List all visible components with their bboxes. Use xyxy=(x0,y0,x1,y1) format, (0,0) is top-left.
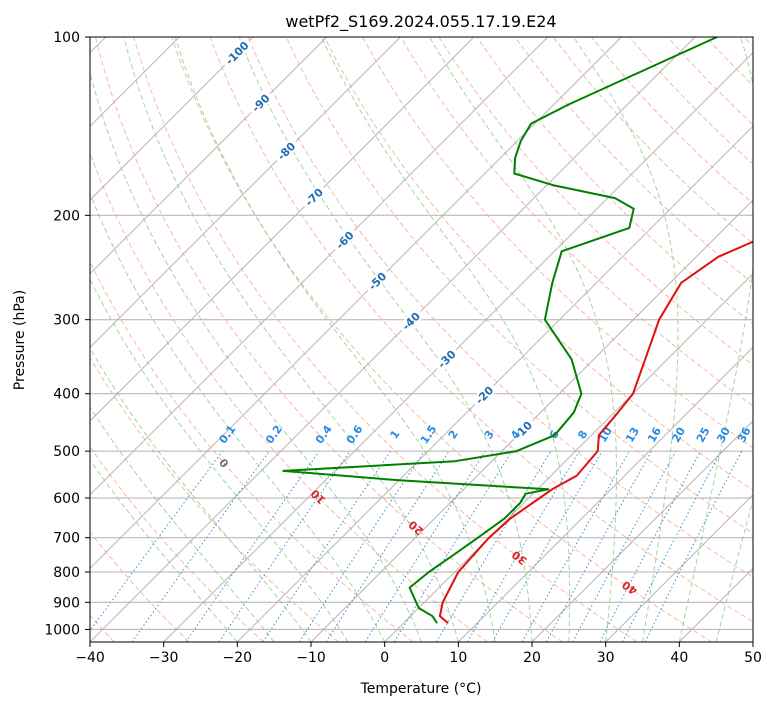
x-axis-label: Temperature (°C) xyxy=(360,681,482,697)
y-tick-label: 500 xyxy=(53,444,80,460)
temperature-point xyxy=(598,435,599,436)
x-tick-label: 10 xyxy=(449,650,467,666)
temperature-point xyxy=(632,393,633,394)
dewpoint-point xyxy=(436,622,437,623)
x-tick-label: 20 xyxy=(523,650,541,666)
y-axis-label: Pressure (hPa) xyxy=(12,290,28,390)
temperature-point xyxy=(681,282,682,283)
dewpoint-point xyxy=(553,185,554,186)
dewpoint-point xyxy=(514,173,515,174)
dewpoint-point xyxy=(544,319,545,320)
temperature-point xyxy=(447,622,448,623)
x-tick-label: 40 xyxy=(670,650,688,666)
dewpoint-point xyxy=(561,251,562,252)
temperature-point xyxy=(439,616,440,617)
dewpoint-point xyxy=(520,502,521,503)
temperature-point xyxy=(659,319,660,320)
temperature-point xyxy=(552,489,553,490)
dewpoint-point xyxy=(554,435,555,436)
dewpoint-point xyxy=(629,227,630,228)
dewpoint-point xyxy=(418,607,419,608)
dewpoint-point xyxy=(409,587,410,588)
y-tick-label: 700 xyxy=(53,531,80,547)
temperature-point xyxy=(618,412,619,413)
x-tick-label: 50 xyxy=(744,650,762,666)
dewpoint-point xyxy=(581,393,582,394)
dewpoint-point xyxy=(571,359,572,360)
dewpoint-point xyxy=(548,489,549,490)
dewpoint-point xyxy=(516,451,517,452)
dewpoint-point xyxy=(573,412,574,413)
dewpoint-point xyxy=(552,282,553,283)
temperature-point xyxy=(576,475,577,476)
temperature-point xyxy=(597,451,598,452)
y-tick-label: 900 xyxy=(53,595,80,611)
temperature-point xyxy=(488,537,489,538)
dewpoint-point xyxy=(525,493,526,494)
temperature-point xyxy=(442,602,443,603)
y-tick-label: 100 xyxy=(53,30,80,46)
dewpoint-point xyxy=(531,123,532,124)
temperature-point xyxy=(539,497,540,498)
dewpoint-point xyxy=(399,480,400,481)
chart-title: wetPf2_S169.2024.055.17.19.E24 xyxy=(285,12,556,32)
dewpoint-point xyxy=(283,470,284,471)
dewpoint-point xyxy=(515,157,516,158)
dewpoint-point xyxy=(428,571,429,572)
x-tick-label: −20 xyxy=(223,650,253,666)
dewpoint-point xyxy=(452,555,453,556)
x-tick-label: −30 xyxy=(149,650,179,666)
y-tick-label: 800 xyxy=(53,565,80,581)
dewpoint-point xyxy=(504,518,505,519)
x-tick-label: −10 xyxy=(296,650,326,666)
x-tick-label: 0 xyxy=(380,650,389,666)
dewpoint-point xyxy=(432,616,433,617)
dewpoint-point xyxy=(633,208,634,209)
dewpoint-point xyxy=(614,198,615,199)
y-tick-label: 1000 xyxy=(44,622,80,638)
y-tick-label: 300 xyxy=(53,313,80,329)
temperature-point xyxy=(645,359,646,360)
x-tick-label: 30 xyxy=(597,650,615,666)
dewpoint-point xyxy=(520,141,521,142)
temperature-point xyxy=(458,571,459,572)
dewpoint-point xyxy=(454,461,455,462)
y-tick-label: 400 xyxy=(53,387,80,403)
dewpoint-point xyxy=(568,104,569,105)
temperature-point xyxy=(510,518,511,519)
y-tick-label: 600 xyxy=(53,491,80,507)
y-tick-label: 200 xyxy=(53,208,80,224)
dewpoint-point xyxy=(477,537,478,538)
temperature-point xyxy=(718,256,719,257)
x-tick-label: −40 xyxy=(75,650,105,666)
dewpoint-point xyxy=(663,61,664,62)
